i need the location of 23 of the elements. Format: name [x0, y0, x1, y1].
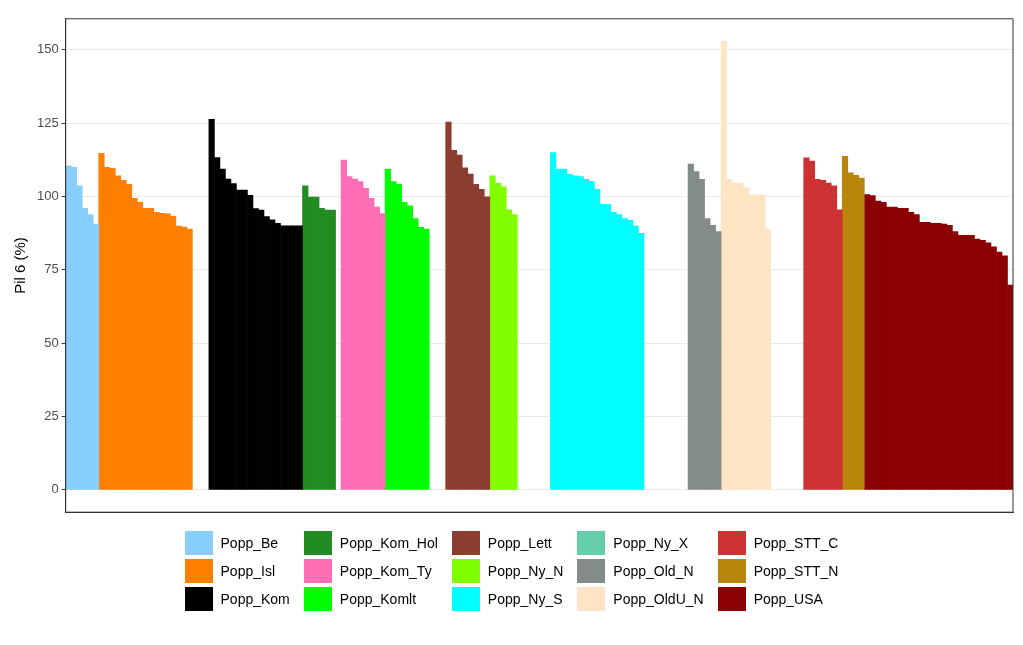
legend-label: Popp_Kom [220, 591, 290, 607]
legend-label: Popp_USA [753, 591, 823, 607]
y-tick-label: 125 [36, 114, 59, 130]
legend-label: Popp_Komlt [339, 591, 417, 607]
legend-label: Popp_STT_N [753, 563, 839, 579]
legend-label: Popp_OldU_N [613, 591, 704, 607]
legend-label: Popp_STT_C [753, 535, 839, 551]
y-tick-label: 100 [36, 188, 59, 204]
y-tick-label: 50 [44, 334, 59, 350]
y-tick-label: 25 [44, 408, 59, 424]
legend-label: Popp_Lett [487, 535, 552, 551]
legend-label: Popp_Ny_N [487, 563, 564, 579]
legend-label: Popp_Ny_S [487, 591, 563, 607]
legend-label: Popp_Kom_Ty [339, 563, 432, 579]
y-tick-label: 75 [44, 261, 59, 277]
y-tick-label: 150 [36, 41, 59, 57]
legend-label: Popp_Old_N [613, 563, 694, 579]
legend-label: Popp_Ny_X [613, 535, 689, 551]
legend-label: Popp_Kom_Hol [339, 535, 438, 551]
y-axis-title: Pil 6 (%) [11, 237, 29, 294]
legend-label: Popp_Isl [220, 563, 275, 579]
y-tick-label: 0 [51, 481, 59, 497]
legend-label: Popp_Be [220, 535, 279, 551]
